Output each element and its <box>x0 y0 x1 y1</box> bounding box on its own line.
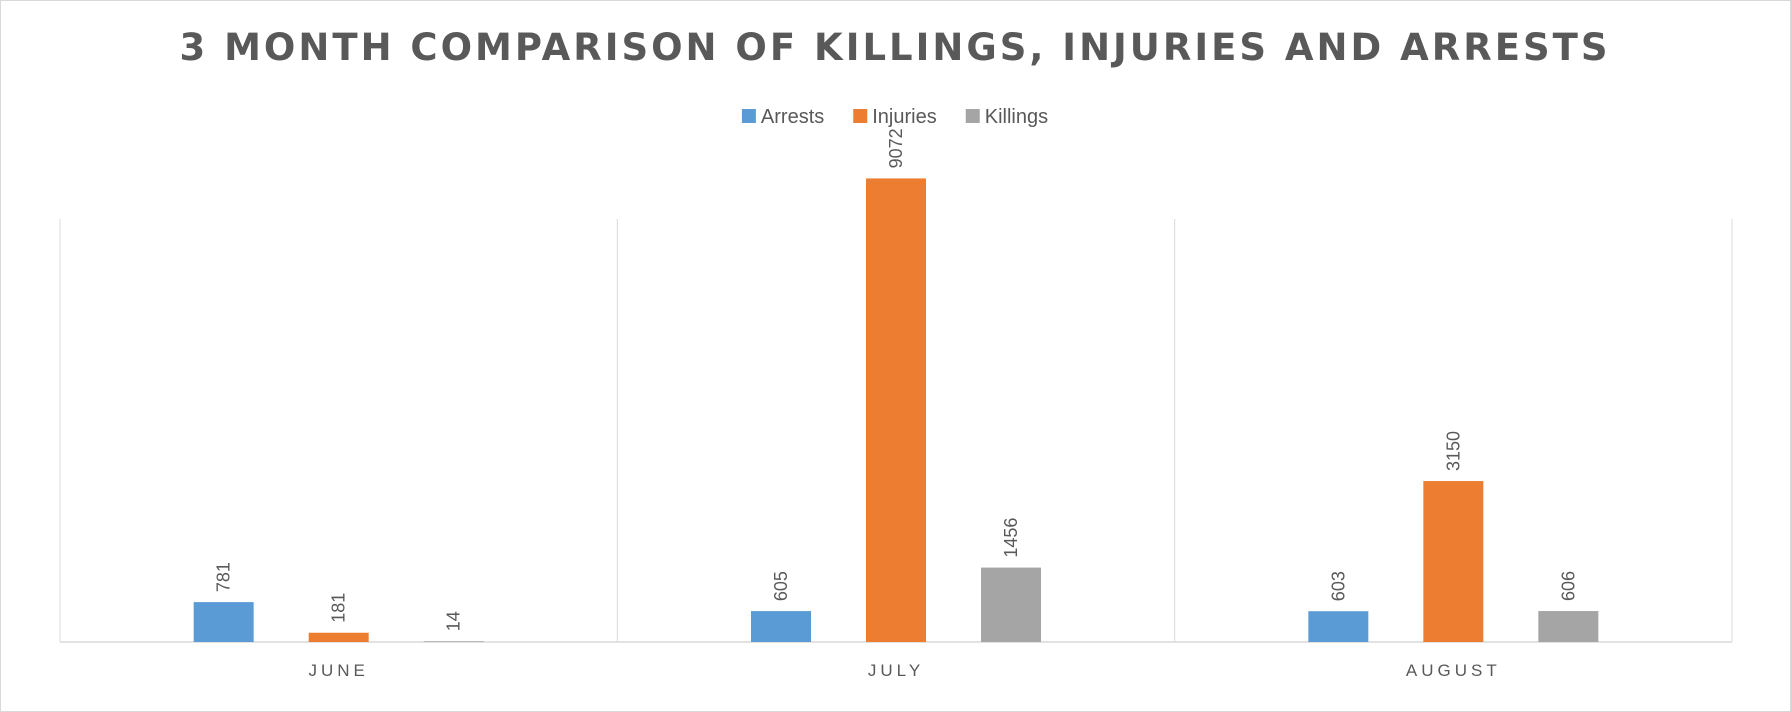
data-label-killings-august: 606 <box>1558 571 1578 601</box>
bar-killings-june <box>423 641 484 642</box>
legend: Arrests Injuries Killings <box>741 106 1048 128</box>
bar-killings-august <box>1538 611 1599 642</box>
chart-title: 3 MONTH COMPARISON OF KILLINGS, INJURIES… <box>179 26 1610 69</box>
plot-area: 781 181 14 JUNE 605 9072 1456 JULY 603 3150 606 AUG… <box>59 128 1733 680</box>
data-label-arrests-august: 603 <box>1328 571 1348 601</box>
bar-injuries-june <box>308 632 369 642</box>
legend-label-arrests: Arrests <box>761 106 824 128</box>
legend-item-killings: Killings <box>965 106 1048 128</box>
bar-arrests-july <box>751 611 811 642</box>
data-label-killings-july: 1456 <box>1001 518 1021 558</box>
bar-arrests-june <box>193 602 254 642</box>
bar-injuries-august <box>1423 481 1484 642</box>
legend-swatch-arrests <box>741 109 756 123</box>
data-label-injuries-june: 181 <box>329 593 349 623</box>
legend-label-killings: Killings <box>985 106 1048 128</box>
legend-label-injuries: Injuries <box>872 106 936 128</box>
legend-item-injuries: Injuries <box>853 106 937 128</box>
bar-killings-july <box>981 567 1041 642</box>
category-label-july: JULY <box>868 661 924 680</box>
data-label-injuries-august: 3150 <box>1443 431 1463 471</box>
category-label-june: JUNE <box>308 661 368 680</box>
legend-swatch-killings <box>965 109 980 123</box>
legend-swatch-injuries <box>853 109 868 123</box>
data-label-injuries-july: 9072 <box>886 128 906 168</box>
bar-arrests-august <box>1308 611 1369 642</box>
legend-item-arrests: Arrests <box>741 106 824 128</box>
data-label-arrests-june: 781 <box>214 562 234 592</box>
category-label-august: AUGUST <box>1406 661 1501 680</box>
data-label-arrests-july: 605 <box>771 571 791 601</box>
bar-injuries-july <box>866 178 926 642</box>
data-label-killings-june: 14 <box>444 611 464 631</box>
